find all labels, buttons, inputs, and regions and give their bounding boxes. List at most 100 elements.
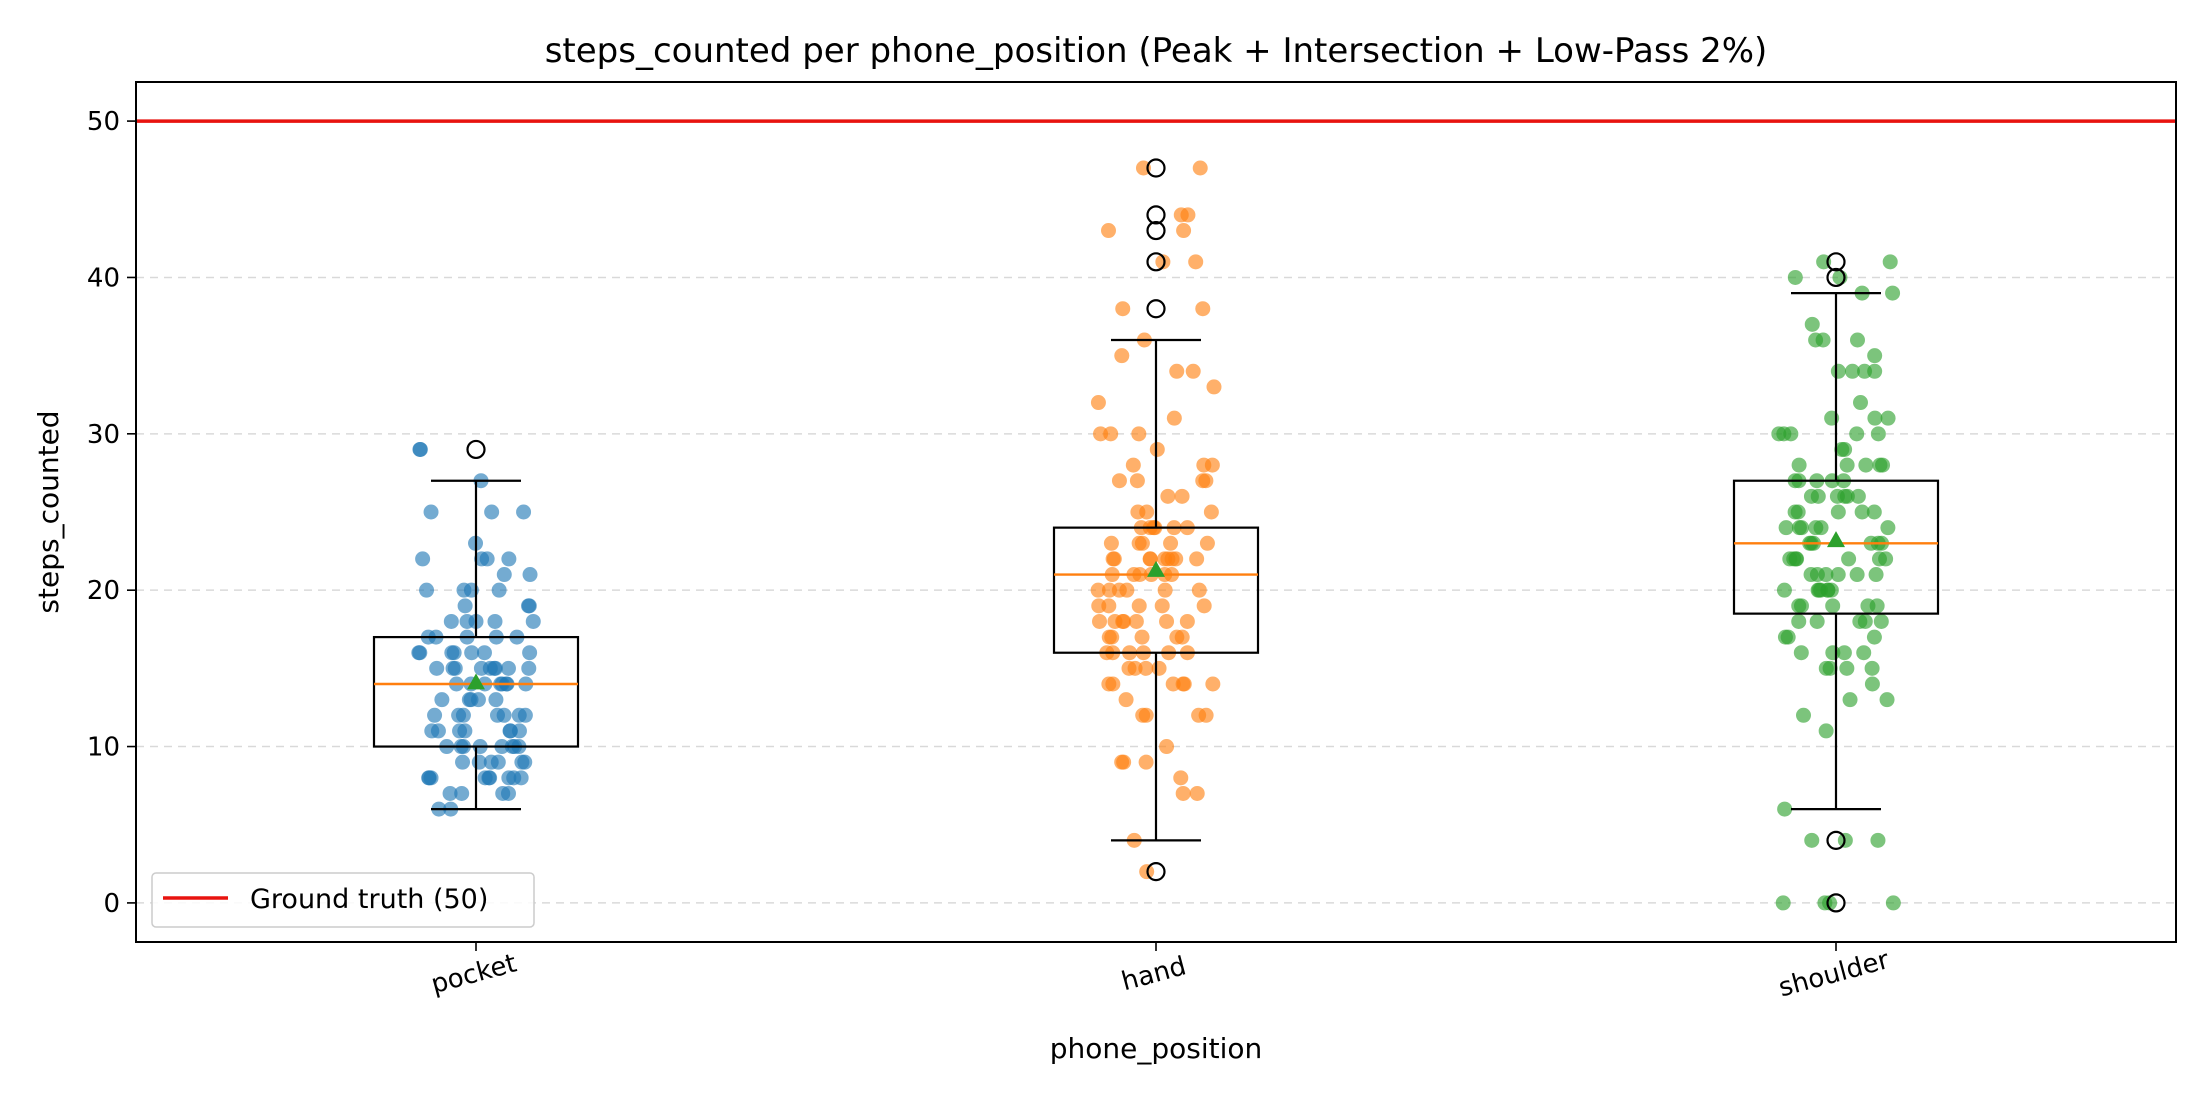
data-point bbox=[1804, 832, 1820, 848]
data-point bbox=[482, 660, 498, 676]
data-point bbox=[1777, 801, 1793, 817]
data-point bbox=[500, 660, 516, 676]
data-point bbox=[1809, 567, 1825, 583]
data-point bbox=[1116, 613, 1132, 629]
data-point bbox=[1842, 692, 1858, 708]
legend-box bbox=[151, 872, 535, 928]
data-point bbox=[1870, 426, 1886, 442]
data-point bbox=[457, 723, 473, 739]
data-point bbox=[434, 692, 450, 708]
data-point bbox=[1818, 723, 1834, 739]
data-point bbox=[1794, 520, 1810, 536]
data-point bbox=[477, 770, 493, 786]
data-point bbox=[1134, 535, 1150, 551]
data-point bbox=[423, 504, 439, 520]
data-point bbox=[1868, 567, 1884, 583]
data-point bbox=[484, 504, 500, 520]
data-point bbox=[1857, 613, 1873, 629]
data-point bbox=[1839, 457, 1855, 473]
data-point bbox=[1776, 582, 1792, 598]
data-point bbox=[1155, 254, 1171, 270]
data-point bbox=[1166, 410, 1182, 426]
data-point bbox=[1159, 613, 1175, 629]
data-point bbox=[487, 613, 503, 629]
data-point bbox=[1880, 410, 1896, 426]
legend: Ground truth (50) bbox=[151, 872, 535, 928]
legend-label: Ground truth (50) bbox=[250, 884, 488, 915]
data-point bbox=[1154, 598, 1170, 614]
data-point bbox=[1149, 441, 1165, 457]
data-point bbox=[1174, 629, 1190, 645]
data-point bbox=[522, 645, 538, 661]
data-point bbox=[1176, 676, 1192, 692]
data-point bbox=[412, 645, 428, 661]
data-point bbox=[1142, 551, 1158, 567]
data-point bbox=[496, 567, 512, 583]
data-point bbox=[1867, 348, 1883, 364]
data-point bbox=[1830, 363, 1846, 379]
data-point bbox=[1198, 707, 1214, 723]
data-point bbox=[1091, 598, 1107, 614]
data-point bbox=[1115, 301, 1131, 317]
data-point bbox=[1103, 535, 1119, 551]
box-layer bbox=[372, 158, 1940, 913]
data-point bbox=[1854, 504, 1870, 520]
mean-marker bbox=[467, 673, 485, 690]
data-point bbox=[1780, 629, 1796, 645]
data-point bbox=[1103, 426, 1119, 442]
y-axis-title: steps_counted bbox=[32, 410, 65, 613]
data-point bbox=[1165, 676, 1181, 692]
data-point bbox=[1830, 504, 1846, 520]
outlier-marker bbox=[1826, 830, 1846, 850]
data-point bbox=[1191, 582, 1207, 598]
data-point bbox=[1844, 363, 1860, 379]
data-point bbox=[1841, 551, 1857, 567]
data-point bbox=[1119, 582, 1135, 598]
data-point bbox=[1850, 332, 1866, 348]
data-point bbox=[464, 645, 480, 661]
data-point bbox=[525, 613, 541, 629]
data-point bbox=[1189, 785, 1205, 801]
data-point bbox=[1092, 613, 1108, 629]
outlier-marker bbox=[466, 439, 486, 460]
data-point bbox=[1138, 660, 1154, 676]
chart-title: steps_counted per phone_position (Peak +… bbox=[545, 31, 1768, 71]
outlier-marker bbox=[1146, 299, 1166, 319]
data-point bbox=[456, 582, 472, 598]
data-point bbox=[451, 707, 467, 723]
data-point bbox=[1199, 535, 1215, 551]
data-point bbox=[1169, 363, 1185, 379]
data-point bbox=[1195, 301, 1211, 317]
outlier-marker bbox=[1826, 267, 1846, 288]
data-point bbox=[511, 723, 527, 739]
data-point bbox=[1850, 488, 1866, 504]
data-point bbox=[1164, 551, 1180, 567]
data-point bbox=[1175, 785, 1191, 801]
data-point bbox=[1100, 223, 1116, 239]
data-point bbox=[1791, 613, 1807, 629]
data-point bbox=[1159, 739, 1175, 755]
mean-marker bbox=[1147, 560, 1165, 577]
data-point bbox=[1857, 363, 1873, 379]
data-point bbox=[1195, 473, 1211, 489]
box-iqr bbox=[1052, 526, 1260, 654]
data-point bbox=[1787, 269, 1803, 285]
data-point bbox=[1836, 645, 1852, 661]
data-point bbox=[516, 504, 532, 520]
data-point bbox=[1090, 582, 1106, 598]
data-point bbox=[1775, 895, 1791, 911]
data-point bbox=[483, 754, 499, 770]
data-point bbox=[521, 660, 537, 676]
data-point bbox=[479, 551, 495, 567]
data-point bbox=[429, 660, 445, 676]
data-point bbox=[1849, 567, 1865, 583]
data-point bbox=[1101, 629, 1117, 645]
data-point bbox=[1867, 410, 1883, 426]
outlier-marker bbox=[1146, 205, 1166, 225]
data-point bbox=[1134, 629, 1150, 645]
data-point bbox=[470, 692, 486, 708]
data-point bbox=[1852, 395, 1868, 411]
data-point bbox=[1206, 379, 1222, 395]
data-point bbox=[1823, 582, 1839, 598]
